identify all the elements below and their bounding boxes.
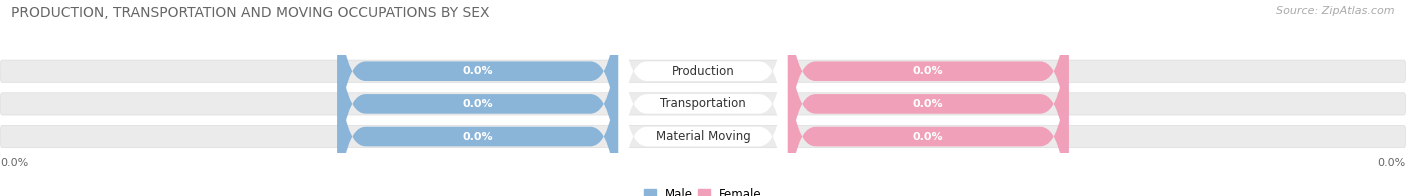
Text: Source: ZipAtlas.com: Source: ZipAtlas.com (1277, 6, 1395, 16)
Text: PRODUCTION, TRANSPORTATION AND MOVING OCCUPATIONS BY SEX: PRODUCTION, TRANSPORTATION AND MOVING OC… (11, 6, 489, 20)
Text: 0.0%: 0.0% (912, 132, 943, 142)
Text: 0.0%: 0.0% (912, 66, 943, 76)
FancyBboxPatch shape (619, 16, 787, 196)
Text: 0.0%: 0.0% (1378, 158, 1406, 168)
FancyBboxPatch shape (337, 0, 619, 192)
Text: 0.0%: 0.0% (463, 99, 494, 109)
FancyBboxPatch shape (787, 0, 1069, 192)
Text: 0.0%: 0.0% (912, 99, 943, 109)
Legend: Male, Female: Male, Female (644, 188, 762, 196)
FancyBboxPatch shape (337, 0, 619, 196)
FancyBboxPatch shape (619, 0, 787, 196)
Text: Transportation: Transportation (661, 97, 745, 110)
Text: 0.0%: 0.0% (463, 132, 494, 142)
FancyBboxPatch shape (337, 16, 619, 196)
Text: 0.0%: 0.0% (463, 66, 494, 76)
FancyBboxPatch shape (0, 125, 1406, 148)
FancyBboxPatch shape (0, 60, 1406, 82)
Text: 0.0%: 0.0% (0, 158, 28, 168)
FancyBboxPatch shape (619, 0, 787, 192)
FancyBboxPatch shape (787, 0, 1069, 196)
Text: Production: Production (672, 65, 734, 78)
Text: Material Moving: Material Moving (655, 130, 751, 143)
FancyBboxPatch shape (787, 16, 1069, 196)
FancyBboxPatch shape (0, 93, 1406, 115)
